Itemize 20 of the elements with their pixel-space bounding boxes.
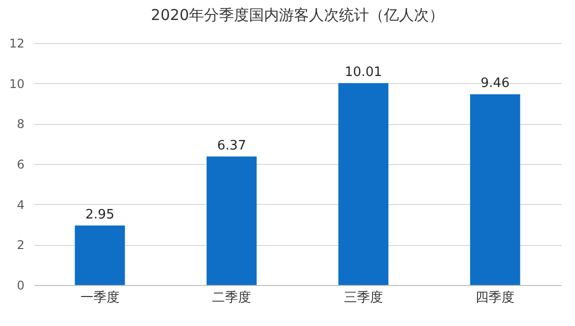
chart-title: 2020年分季度国内游客人次统计（亿人次） (150, 6, 444, 24)
y-tick-label: 2 (16, 238, 24, 252)
data-label: 2.95 (85, 208, 114, 223)
data-label: 10.01 (344, 65, 382, 80)
bar (338, 83, 388, 285)
data-label: 9.46 (480, 76, 510, 92)
y-tick-label: 6 (16, 158, 24, 172)
y-tick-label: 12 (9, 36, 24, 50)
x-tick-label: 四季度 (476, 290, 515, 306)
y-tick-label: 4 (16, 198, 24, 212)
y-tick-label: 0 (16, 278, 24, 292)
data-label: 6.37 (217, 138, 246, 154)
x-tick-label: 二季度 (212, 290, 252, 306)
bar (74, 226, 125, 285)
x-tick-label: 三季度 (344, 290, 383, 306)
y-tick-label: 8 (16, 117, 24, 132)
bar (206, 156, 257, 285)
y-tick-label: 10 (9, 76, 24, 91)
x-tick-label: 一季度 (80, 290, 120, 306)
bar (470, 94, 520, 285)
